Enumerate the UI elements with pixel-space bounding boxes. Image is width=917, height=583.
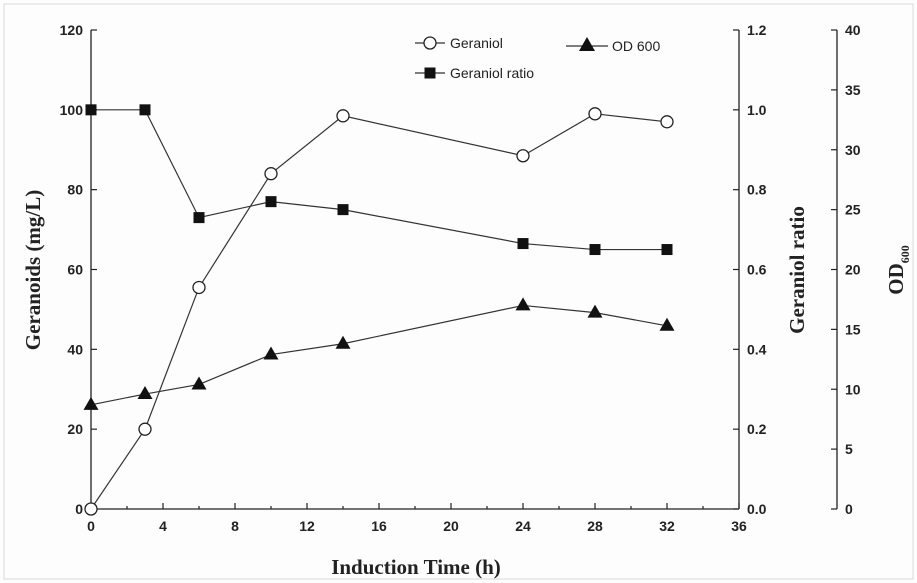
geraniol-point bbox=[660, 115, 674, 129]
x-tick-label: 8 bbox=[231, 518, 239, 534]
geraniol-ratio-tick-label: 0.4 bbox=[747, 341, 767, 357]
geraniol-point bbox=[516, 149, 530, 163]
od600-tick-label: 15 bbox=[845, 321, 861, 337]
geraniol-ratio-tick-label: 0.2 bbox=[747, 421, 767, 437]
od600-axis-title-sub: 600 bbox=[898, 245, 912, 263]
od-600-point bbox=[137, 386, 153, 400]
geraniol-ratio-tick-label: 1.0 bbox=[747, 102, 767, 118]
geraniol-ratio-series-line bbox=[91, 109, 667, 251]
geraniol-ratio-axis-title: Geraniol ratio bbox=[785, 206, 809, 334]
legend-od600-label: OD 600 bbox=[612, 38, 660, 54]
legend-geraniol-marker bbox=[423, 36, 437, 50]
geraniol-ratio-tick-label: 0.8 bbox=[747, 182, 767, 198]
geraniol-point bbox=[264, 167, 278, 181]
legend-item-od600: OD 600 bbox=[566, 37, 660, 54]
od-600-series-line bbox=[90, 304, 668, 406]
left-y-tick-label: 100 bbox=[60, 102, 84, 118]
left-y-tick-label: 20 bbox=[67, 421, 83, 437]
left-y-tick-label: 120 bbox=[60, 22, 84, 38]
od-600-point bbox=[335, 335, 351, 349]
legend-geraniol-ratio-label: Geraniol ratio bbox=[450, 65, 534, 81]
geraniol-point bbox=[588, 107, 602, 121]
od600-tick-label: 35 bbox=[845, 82, 861, 98]
geraniol-point bbox=[192, 280, 206, 295]
geraniol-ratio-point bbox=[85, 104, 97, 116]
geraniol-ratio-point bbox=[337, 204, 349, 216]
od600-tick-label: 30 bbox=[845, 142, 861, 158]
x-tick-label: 16 bbox=[371, 518, 387, 534]
x-tick-label: 24 bbox=[515, 518, 531, 534]
od-600-point bbox=[587, 304, 603, 318]
od600-tick-label: 40 bbox=[845, 22, 861, 38]
od-600-point bbox=[515, 297, 531, 311]
od600-tick-label: 0 bbox=[845, 501, 853, 517]
legend-geraniol-label: Geraniol bbox=[450, 35, 503, 51]
geraniol-ratio-point bbox=[517, 238, 529, 250]
od-600-point bbox=[83, 396, 99, 410]
x-tick-label: 20 bbox=[443, 518, 459, 534]
left-y-tick-label: 80 bbox=[67, 182, 83, 198]
legend: Geraniol OD 600 Geraniol ratio bbox=[415, 35, 660, 81]
geraniol-ratio-tick-label: 0.6 bbox=[747, 262, 767, 278]
x-axis-title: Induction Time (h) bbox=[331, 555, 501, 579]
geraniol-ratio-point bbox=[661, 244, 673, 256]
geraniol-ratio-point bbox=[139, 104, 151, 116]
x-tick-label: 32 bbox=[659, 518, 675, 534]
geraniol-ratio-tick-label: 0.0 bbox=[747, 501, 767, 517]
chart-frame bbox=[3, 3, 914, 580]
geraniol-ratio-point bbox=[589, 244, 601, 256]
left-y-tick-label: 40 bbox=[67, 341, 83, 357]
geraniol-point bbox=[336, 109, 350, 123]
legend-item-geraniol-ratio: Geraniol ratio bbox=[415, 65, 534, 81]
od600-tick-label: 5 bbox=[845, 441, 853, 457]
geraniol-ratio-tick-label: 1.2 bbox=[747, 22, 767, 38]
geraniol-ratio-point bbox=[193, 212, 205, 224]
od600-tick-label: 10 bbox=[845, 381, 861, 397]
od600-axis-title-main: OD bbox=[884, 263, 908, 295]
x-tick-label: 12 bbox=[299, 518, 315, 534]
series-layer bbox=[83, 104, 675, 516]
geraniol-series-line bbox=[90, 113, 668, 510]
od600-axis-title: OD600 bbox=[884, 245, 912, 295]
x-tick-label: 36 bbox=[731, 518, 747, 534]
axes-layer: 0 4 8 12 16 20 24 28 32 360204060801001200.00.20.… bbox=[60, 22, 861, 534]
od-600-point bbox=[191, 376, 207, 390]
legend-item-geraniol: Geraniol bbox=[415, 35, 503, 51]
left-y-axis-title: Geranoids (mg/L) bbox=[21, 190, 45, 350]
geraniol-point bbox=[138, 422, 152, 436]
legend-geraniol-ratio-marker bbox=[424, 67, 436, 79]
geraniol-point bbox=[84, 502, 98, 516]
od600-tick-label: 25 bbox=[845, 202, 861, 218]
od600-tick-label: 20 bbox=[845, 262, 861, 278]
od-600-point bbox=[659, 317, 675, 331]
x-tick-label: 0 bbox=[87, 518, 95, 534]
geraniol-ratio-point bbox=[265, 196, 277, 208]
x-tick-label: 4 bbox=[159, 518, 167, 534]
od-600-point bbox=[263, 346, 279, 360]
x-tick-label: 28 bbox=[587, 518, 603, 534]
left-y-tick-label: 60 bbox=[67, 262, 83, 278]
legend-od600-marker bbox=[579, 37, 595, 51]
left-y-tick-label: 0 bbox=[75, 501, 83, 517]
